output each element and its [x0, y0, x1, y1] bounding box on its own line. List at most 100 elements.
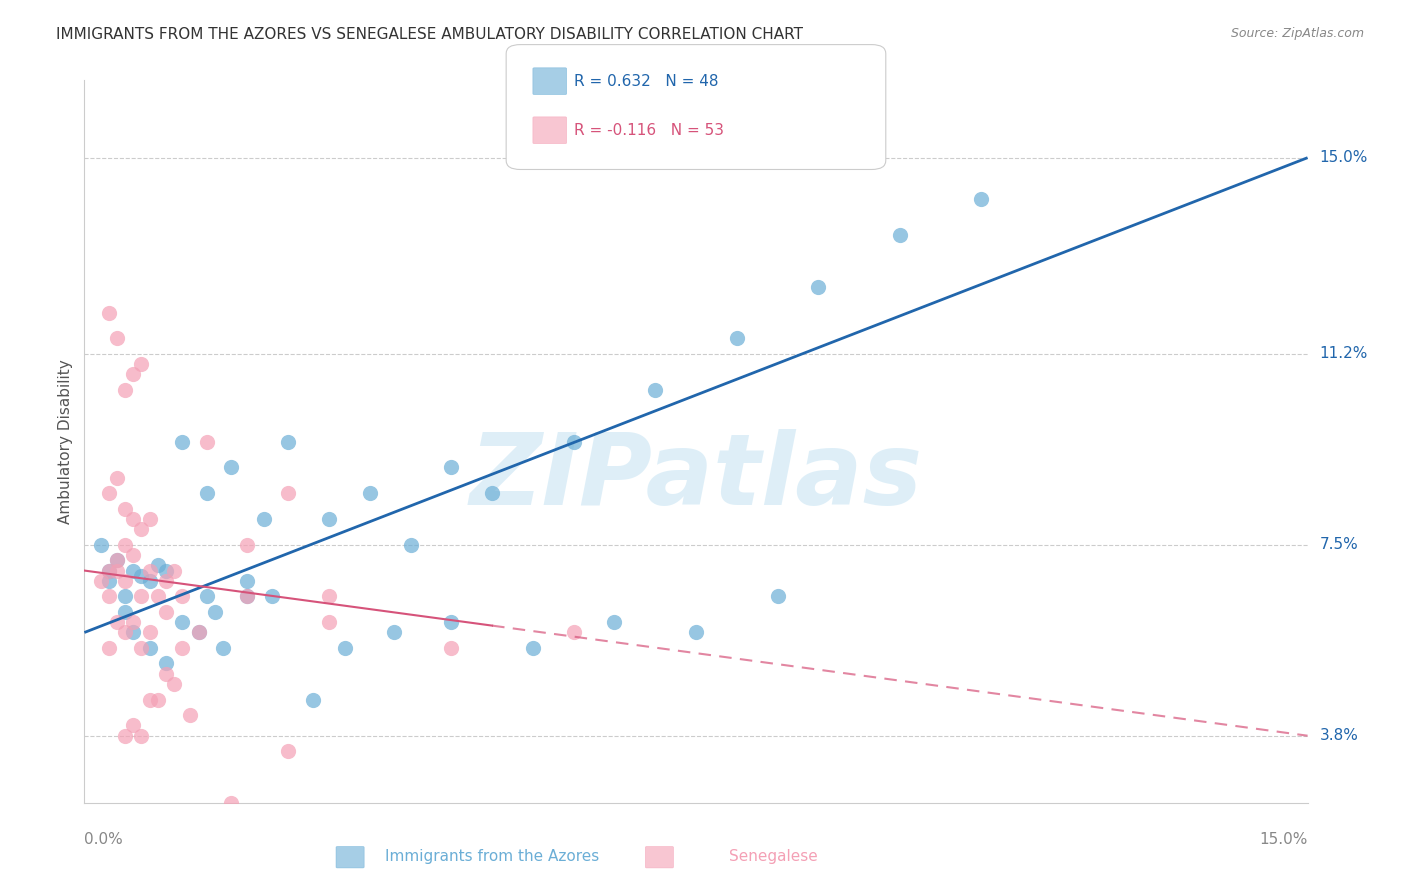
- Point: [114, 590, 136, 604]
- Point: [105, 331, 128, 345]
- Point: [212, 640, 235, 655]
- Point: [97, 640, 120, 655]
- Point: [562, 625, 585, 640]
- Point: [481, 486, 503, 500]
- Point: [163, 677, 186, 691]
- Point: [138, 640, 160, 655]
- Point: [114, 729, 136, 743]
- Point: [105, 471, 128, 485]
- Point: [97, 305, 120, 319]
- Point: [970, 192, 993, 206]
- Point: [335, 640, 357, 655]
- Text: ZIPatlas: ZIPatlas: [470, 429, 922, 526]
- Point: [122, 512, 145, 526]
- Text: Senegalese: Senegalese: [728, 849, 818, 863]
- Point: [725, 331, 748, 345]
- Point: [219, 460, 242, 475]
- Text: Immigrants from the Azores: Immigrants from the Azores: [385, 849, 599, 863]
- Point: [277, 486, 299, 500]
- Point: [122, 548, 145, 562]
- Point: [219, 796, 242, 810]
- Point: [155, 605, 177, 619]
- Point: [236, 590, 259, 604]
- Point: [155, 564, 177, 578]
- Point: [807, 279, 830, 293]
- Point: [236, 538, 259, 552]
- Text: R = -0.116   N = 53: R = -0.116 N = 53: [574, 123, 724, 137]
- Point: [204, 605, 226, 619]
- Text: Source: ZipAtlas.com: Source: ZipAtlas.com: [1230, 27, 1364, 40]
- Text: 0.0%: 0.0%: [84, 831, 124, 847]
- Point: [105, 564, 128, 578]
- Point: [114, 383, 136, 397]
- Y-axis label: Ambulatory Disability: Ambulatory Disability: [58, 359, 73, 524]
- Point: [122, 368, 145, 382]
- Point: [172, 590, 194, 604]
- Point: [187, 625, 209, 640]
- Point: [105, 553, 128, 567]
- Point: [172, 615, 194, 630]
- Text: 15.0%: 15.0%: [1320, 150, 1368, 165]
- Point: [97, 564, 120, 578]
- Text: 3.8%: 3.8%: [1320, 728, 1358, 743]
- Point: [685, 625, 707, 640]
- Point: [90, 574, 112, 588]
- Point: [187, 625, 209, 640]
- Text: 15.0%: 15.0%: [1260, 831, 1308, 847]
- Point: [138, 625, 160, 640]
- Point: [155, 574, 177, 588]
- Point: [195, 434, 218, 449]
- Point: [97, 574, 120, 588]
- Point: [440, 615, 463, 630]
- Point: [138, 512, 160, 526]
- Point: [440, 460, 463, 475]
- Point: [195, 590, 218, 604]
- Text: R = 0.632   N = 48: R = 0.632 N = 48: [574, 74, 718, 88]
- Point: [122, 564, 145, 578]
- Point: [359, 486, 381, 500]
- Point: [138, 574, 160, 588]
- Point: [440, 640, 463, 655]
- Point: [114, 605, 136, 619]
- Point: [146, 692, 169, 706]
- Text: 11.2%: 11.2%: [1320, 346, 1368, 361]
- Point: [603, 615, 626, 630]
- Point: [172, 640, 194, 655]
- Point: [562, 434, 585, 449]
- Point: [90, 538, 112, 552]
- Point: [114, 574, 136, 588]
- Point: [155, 666, 177, 681]
- Point: [163, 564, 186, 578]
- Point: [138, 692, 160, 706]
- Point: [382, 625, 405, 640]
- Point: [253, 512, 276, 526]
- Point: [97, 486, 120, 500]
- Point: [399, 538, 422, 552]
- Point: [146, 590, 169, 604]
- Point: [236, 574, 259, 588]
- Text: IMMIGRANTS FROM THE AZORES VS SENEGALESE AMBULATORY DISABILITY CORRELATION CHART: IMMIGRANTS FROM THE AZORES VS SENEGALESE…: [56, 27, 803, 42]
- Point: [301, 692, 323, 706]
- Point: [146, 558, 169, 573]
- Point: [260, 590, 283, 604]
- Point: [131, 357, 153, 371]
- Point: [114, 625, 136, 640]
- Point: [131, 590, 153, 604]
- Point: [195, 847, 218, 862]
- Point: [97, 590, 120, 604]
- Point: [318, 615, 340, 630]
- Point: [131, 522, 153, 536]
- Point: [179, 708, 201, 723]
- Point: [131, 568, 153, 582]
- Point: [277, 434, 299, 449]
- Text: 7.5%: 7.5%: [1320, 537, 1358, 552]
- Point: [138, 564, 160, 578]
- Point: [105, 847, 128, 862]
- Point: [105, 553, 128, 567]
- Point: [97, 564, 120, 578]
- Point: [114, 538, 136, 552]
- Point: [155, 657, 177, 671]
- Point: [122, 625, 145, 640]
- Point: [318, 590, 340, 604]
- Point: [195, 486, 218, 500]
